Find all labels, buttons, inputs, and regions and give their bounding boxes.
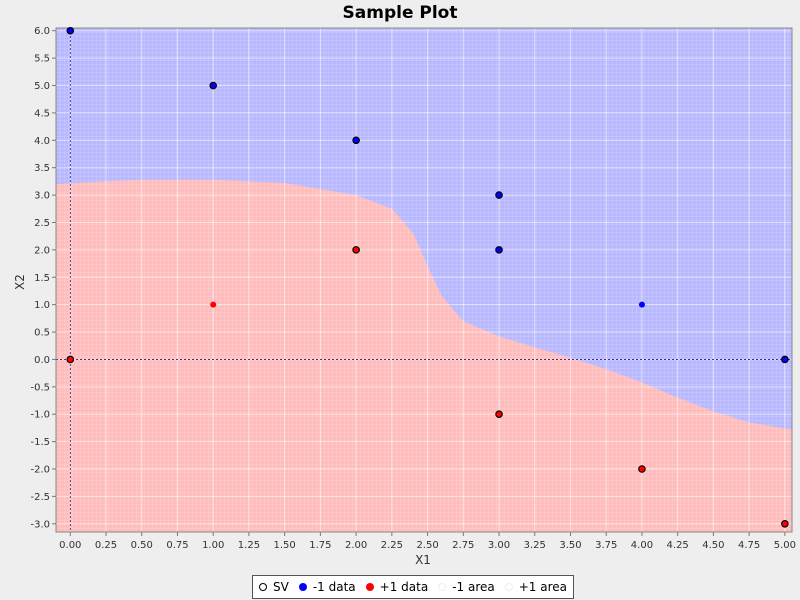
plot-border: [55, 27, 793, 533]
y-tick-label: 6.0: [34, 26, 50, 37]
legend-item: SV: [259, 580, 289, 594]
y-tick-label: 0.5: [34, 328, 50, 339]
plus1-data-point: [496, 411, 503, 418]
y-tick-label: 5.5: [34, 54, 50, 65]
legend-marker: [504, 583, 513, 591]
legend-label: +1 data: [379, 580, 429, 594]
y-tick-label: 3.0: [34, 191, 50, 202]
x-tick-label: 3.75: [595, 540, 617, 551]
support-vector-marker: [781, 519, 789, 528]
support-vector-marker: [66, 26, 75, 35]
support-vector-marker: [209, 81, 218, 90]
x-tick-label: 4.00: [631, 540, 653, 551]
y-tick-label: 2.5: [34, 218, 50, 229]
y-tick-label: 1.0: [34, 300, 50, 311]
minus1-data-point: [496, 246, 503, 253]
x-tick-label: 1.00: [202, 540, 224, 551]
x-tick-label: 4.50: [702, 540, 724, 551]
y-tick-label: 0.0: [34, 355, 50, 366]
x-tick-label: 2.25: [381, 540, 403, 551]
y-tick-label: 1.5: [34, 273, 50, 284]
x-axis-title: X1: [415, 553, 431, 567]
support-vector-marker: [66, 355, 75, 364]
legend-marker: [438, 583, 447, 591]
support-vector-marker: [495, 191, 503, 199]
support-vector-marker: [781, 355, 789, 364]
legend: SV -1 data +1 data -1 area +1 area: [252, 575, 574, 599]
legend-item: -1 area: [438, 580, 495, 594]
legend-item: +1 data: [365, 580, 429, 594]
y-tick-label: 4.5: [34, 108, 50, 119]
y-tick-label: -1.5: [30, 437, 50, 448]
y-tick-label: 4.0: [34, 136, 50, 147]
y-tick-label: 5.0: [34, 81, 50, 92]
x-tick-label: 0.50: [131, 540, 153, 551]
plus1-data-point: [210, 301, 217, 308]
minus1-data-point: [781, 356, 788, 363]
legend-label: +1 area: [518, 580, 567, 594]
legend-item: -1 data: [298, 580, 356, 594]
chart-title: Sample Plot: [342, 3, 458, 23]
minus1-data-point: [638, 301, 645, 308]
plus1-data-point: [781, 520, 788, 527]
support-vector-marker: [352, 246, 360, 254]
plus1-data-point: [638, 466, 645, 472]
x-tick-label: 3.25: [524, 540, 546, 551]
x-tick-label: 3.50: [559, 540, 581, 551]
x-tick-label: 5.00: [774, 540, 796, 551]
y-tick-label: 2.0: [34, 245, 50, 256]
y-tick-label: -2.0: [30, 465, 50, 476]
y-tick-label: -3.0: [30, 519, 50, 530]
support-vector-marker: [495, 246, 503, 254]
legend-label: -1 data: [312, 580, 356, 594]
legend-label: -1 area: [452, 580, 495, 594]
legend-marker: [259, 583, 267, 591]
legend-marker: [298, 583, 307, 591]
support-vector-marker: [495, 410, 503, 419]
x-tick-label: 0.25: [95, 540, 117, 551]
y-tick-label: -1.0: [30, 410, 50, 421]
minus1-data-point: [496, 192, 503, 199]
x-tick-label: 2.75: [452, 540, 474, 551]
x-tick-label: 2.00: [345, 540, 367, 551]
legend-item: +1 area: [504, 580, 567, 594]
x-tick-label: 4.75: [738, 540, 760, 551]
x-tick-label: 1.50: [274, 540, 296, 551]
y-tick-label: 3.5: [34, 163, 50, 174]
x-tick-label: 0.75: [166, 540, 188, 551]
y-tick-label: -2.5: [30, 492, 50, 503]
x-tick-label: 2.50: [416, 540, 438, 551]
x-tick-label: 1.25: [238, 540, 260, 551]
legend-label: SV: [273, 580, 289, 594]
plus1-data-point: [353, 246, 360, 253]
y-axis-title: X2: [13, 274, 27, 290]
minus1-data-point: [210, 82, 217, 89]
x-tick-label: 0.00: [59, 540, 81, 551]
support-vector-marker: [352, 136, 360, 145]
minor-grid: [56, 28, 792, 532]
plus1-data-point: [67, 356, 74, 363]
minus1-data-point: [67, 27, 74, 34]
legend-marker: [365, 583, 374, 591]
x-tick-label: 3.00: [488, 540, 510, 551]
minus1-data-point: [353, 137, 360, 144]
x-tick-label: 1.75: [309, 540, 331, 551]
support-vector-marker: [638, 465, 646, 473]
x-tick-label: 4.25: [667, 540, 689, 551]
y-tick-label: -0.5: [30, 382, 50, 393]
